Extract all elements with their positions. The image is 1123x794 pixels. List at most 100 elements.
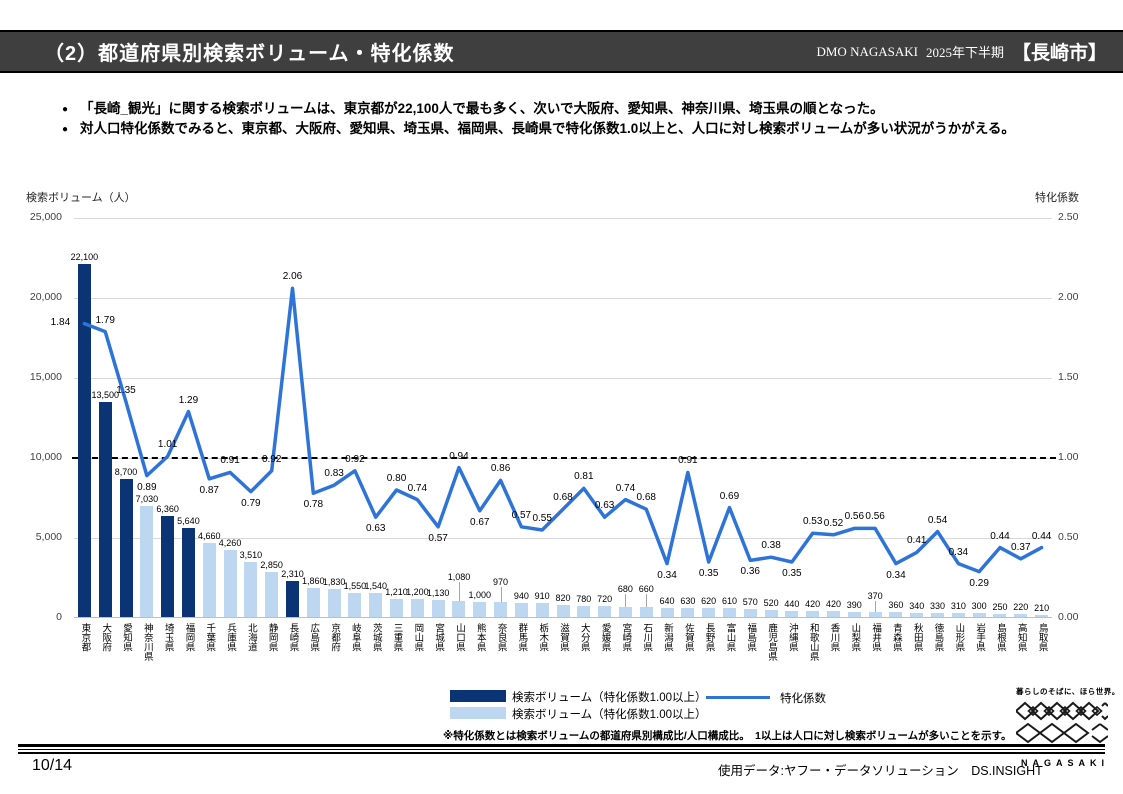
- bar-value-label: 1,000: [468, 590, 492, 600]
- bar-愛媛県: [598, 606, 612, 618]
- coefficient-label: 0.57: [428, 532, 448, 544]
- x-axis-label: 山形県: [953, 623, 965, 652]
- x-axis-label: 山口県: [453, 623, 465, 652]
- logo-tagline: 暮らしのそばに、ほら世界。: [1016, 687, 1120, 696]
- x-axis-label: 東京都: [79, 623, 91, 652]
- bar-静岡県: [265, 572, 279, 618]
- left-axis-tick: 25,000: [29, 211, 62, 223]
- bar-栃木県: [535, 603, 549, 618]
- bar-value-label: 910: [534, 591, 550, 602]
- coefficient-label: 0.35: [698, 568, 719, 579]
- bar-value-label: 820: [555, 592, 571, 603]
- bar-山梨県: [847, 611, 861, 618]
- right-axis-tick: 1.50: [1058, 371, 1079, 383]
- coefficient-label: 0.87: [199, 484, 219, 496]
- left-axis-tick: 15,000: [29, 371, 62, 383]
- coefficient-label: 0.92: [261, 453, 282, 465]
- legend-line-label: 特化係数: [780, 693, 826, 705]
- coefficient-label: 1.35: [116, 385, 136, 396]
- x-axis-label: 埼玉県: [162, 623, 174, 652]
- left-axis-tick: 0: [56, 611, 62, 623]
- bar-value-label: 420: [805, 599, 821, 610]
- bar-兵庫県: [223, 549, 237, 618]
- legend-swatch-light: [450, 707, 506, 719]
- bar-熊本県: [473, 602, 487, 618]
- x-axis-label: 香川県: [828, 623, 840, 652]
- legend-label: 検索ボリューム（特化係数1.00以上）: [512, 709, 707, 721]
- bar-和歌山県: [806, 611, 820, 618]
- coefficient-label: 0.55: [532, 513, 552, 524]
- x-axis-label: 石川県: [641, 623, 653, 652]
- bar-広島県: [306, 588, 320, 618]
- bar-愛知県: [119, 478, 133, 618]
- bar-埼玉県: [161, 516, 175, 618]
- coefficient-label: 0.38: [761, 540, 781, 552]
- coefficient-label: 0.74: [407, 482, 428, 494]
- bar-鹿児島県: [764, 609, 778, 618]
- x-axis-label: 富山県: [724, 623, 736, 652]
- x-axis-label: 宮城県: [433, 623, 445, 652]
- coefficient-label: 0.68: [553, 492, 573, 504]
- x-axis-label: 愛媛県: [599, 623, 611, 652]
- x-axis-label: 宮崎県: [620, 623, 632, 652]
- bullet-item: 「長崎_観光」に関する検索ボリュームは、東京都が22,100人で最も多く、次いで…: [62, 99, 1067, 119]
- x-axis-label: 青森県: [890, 623, 902, 652]
- coefficient-label: 0.52: [823, 517, 844, 529]
- bar-value-label: 330: [930, 600, 946, 611]
- bar-value-label: 340: [909, 600, 925, 611]
- bar-value-label: 660: [638, 584, 654, 595]
- x-axis-label: 徳島県: [932, 623, 944, 652]
- x-axis-label: 岡山県: [412, 623, 424, 652]
- coefficient-label: 0.79: [241, 497, 261, 509]
- coefficient-label: 0.35: [782, 568, 802, 579]
- bar-value-label: 610: [721, 596, 737, 607]
- coefficient-label: 0.68: [636, 492, 656, 504]
- bar-大阪府: [98, 402, 112, 618]
- bar-value-label: 440: [784, 598, 800, 609]
- bar-label-leader: [458, 581, 460, 601]
- bar-岩手県: [972, 613, 986, 618]
- x-axis-label: 福岡県: [183, 623, 195, 652]
- bar-label-leader: [500, 587, 502, 603]
- x-axis-label: 千葉県: [204, 623, 216, 652]
- coefficient-label: 0.67: [470, 516, 490, 528]
- bar-value-label: 22,100: [70, 252, 99, 263]
- x-axis-label: 大阪府: [100, 623, 112, 652]
- bar-value-label: 1,210: [385, 586, 408, 597]
- bar-value-label: 390: [846, 599, 862, 610]
- x-axis-label: 栃木県: [537, 623, 549, 652]
- x-axis-label: 三重県: [391, 623, 403, 652]
- bar-value-label: 420: [825, 599, 842, 610]
- bar-石川県: [639, 607, 653, 618]
- gridline: [74, 538, 1052, 539]
- x-axis-label: 兵庫県: [225, 623, 237, 652]
- gridline: [74, 378, 1052, 379]
- bar-value-label: 970: [493, 577, 509, 588]
- coefficient-label: 0.81: [574, 471, 594, 483]
- bar-value-label: 3,510: [239, 549, 263, 560]
- coefficient-label: 0.34: [657, 569, 677, 581]
- coefficient-label: 1.79: [95, 314, 115, 326]
- nagasaki-logo: 暮らしのそばに、ほら世界。: [1016, 686, 1120, 768]
- x-axis-label: 神奈川県: [141, 623, 153, 661]
- bar-長野県: [702, 608, 716, 618]
- x-axis-label: 高知県: [1015, 623, 1027, 652]
- x-axis-label: 北海道: [245, 623, 257, 652]
- bar-value-label: 13,500: [91, 390, 119, 400]
- coefficient-label: 0.69: [719, 490, 740, 502]
- header-bar: （2）都道府県別検索ボリューム・特化係数 DMO NAGASAKI 2025年下…: [0, 30, 1123, 73]
- bar-山口県: [452, 600, 466, 618]
- x-axis-label: 福島県: [745, 623, 757, 652]
- right-axis-tick: 2.50: [1058, 211, 1079, 223]
- bar-value-label: 300: [971, 601, 987, 612]
- coefficient-label: 0.44: [1031, 530, 1052, 542]
- bar-value-label: 680: [617, 584, 633, 595]
- bar-value-label: 5,640: [177, 515, 200, 526]
- coefficient-label: 0.41: [907, 535, 927, 547]
- coefficient-label: 0.56: [865, 511, 885, 523]
- bar-福岡県: [181, 527, 195, 618]
- bar-value-label: 2,850: [260, 560, 283, 571]
- bar-宮崎県: [618, 607, 632, 618]
- bar-秋田県: [910, 612, 924, 618]
